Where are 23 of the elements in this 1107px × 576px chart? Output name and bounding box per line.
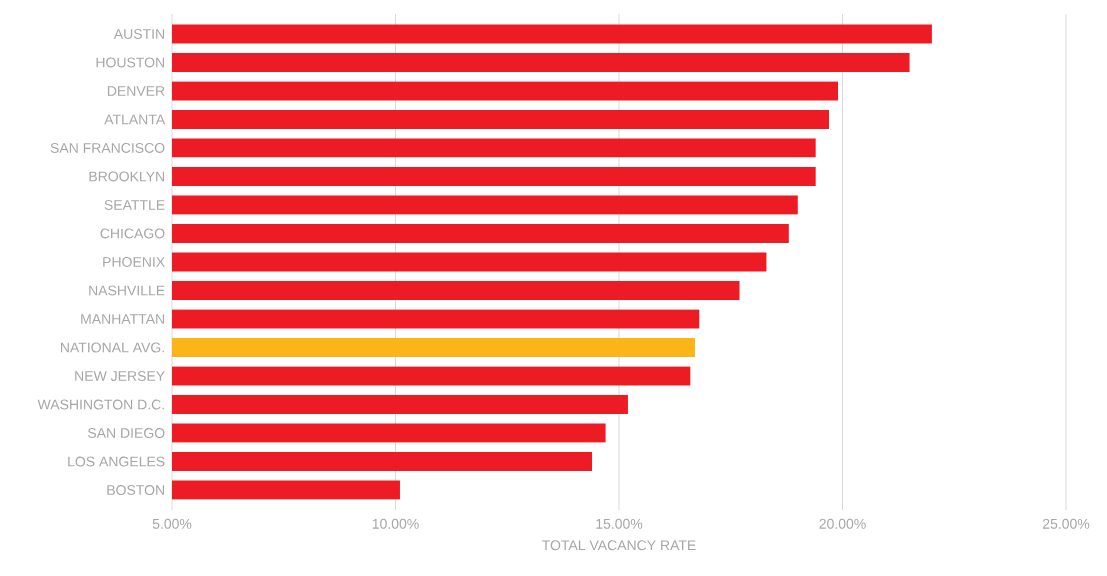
x-tick-label: 15.00% <box>596 518 643 529</box>
x-tick-label: 5.00% <box>152 518 192 529</box>
y-tick-label: HOUSTON <box>96 57 164 68</box>
y-tick-label: PHOENIX <box>103 257 165 267</box>
y-tick-label: LOS ANGELES <box>68 456 165 467</box>
x-tick-label: 10.00% <box>372 518 419 529</box>
y-tick-label: NASHVILLE <box>89 285 165 296</box>
y-tick-label: WASHINGTON D.C. <box>37 399 164 410</box>
y-tick-label: BOSTON <box>107 485 165 496</box>
y-tick-label: DENVER <box>107 86 165 96</box>
y-tick-label: NEW JERSEY <box>75 371 165 381</box>
y-tick-label: CHICAGO <box>100 228 165 239</box>
y-tick-label: SAN DIEGO <box>87 428 165 438</box>
y-tick-label: ATLANTA <box>104 114 166 125</box>
y-tick-label: AUSTIN <box>113 28 164 39</box>
y-tick-label: NATIONAL AVG. <box>61 342 164 353</box>
y-tick-label: BROOKLYN <box>89 171 164 182</box>
y-tick-label: MANHATTAN <box>81 314 164 324</box>
x-tick-label: 25.00% <box>1042 518 1090 529</box>
x-axis-title: TOTAL VACANCY RATE <box>542 540 696 551</box>
y-tick-label: SAN FRANCISCO <box>50 143 165 153</box>
x-tick-label: 20.00% <box>819 518 866 529</box>
y-tick-label: SEATTLE <box>104 200 165 210</box>
